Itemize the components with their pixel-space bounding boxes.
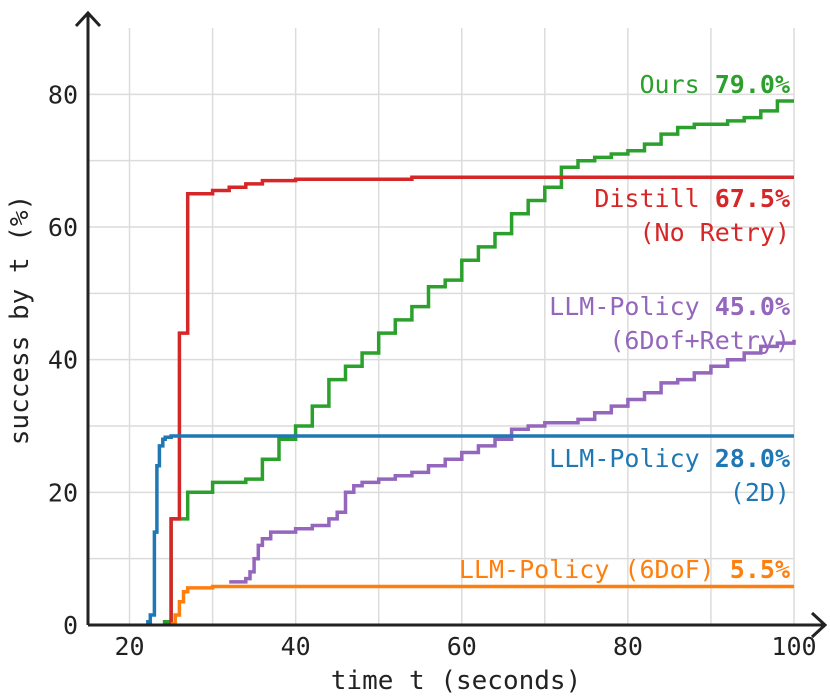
x-tick-label: 60 <box>447 632 477 661</box>
y-tick-label: 40 <box>48 346 78 375</box>
x-axis-label: time t (seconds) <box>331 666 581 696</box>
series-label-value: 5.5% <box>715 555 790 584</box>
series-lines <box>146 99 796 626</box>
x-tick-label: 20 <box>114 632 144 661</box>
series-label-name: (6Dof+Retry) <box>609 326 790 355</box>
series-label-ours: Ours 79.0% <box>639 70 790 99</box>
x-axis-arrow <box>810 611 828 639</box>
y-tick-label: 0 <box>63 611 78 640</box>
x-tick-label: 80 <box>613 632 643 661</box>
y-tick-label: 20 <box>48 478 78 507</box>
series-label-name: LLM-Policy (6DoF) <box>459 555 715 584</box>
series-label-name: LLM-Policy <box>549 292 700 321</box>
series-line-ours <box>162 99 794 624</box>
series-labels: Ours 79.0% Distill 67.5% (No Retry) LLM-Pol… <box>459 70 790 584</box>
series-label-name: (No Retry) <box>639 218 790 247</box>
series-label-llm-6dof: LLM-Policy (6DoF) 5.5% <box>459 555 790 584</box>
y-axis-label: success by t (%) <box>5 195 35 445</box>
series-label-value: 45.0% <box>700 292 790 321</box>
series-label-llm-2d: LLM-Policy 28.0% <box>549 444 790 473</box>
series-label-llm-6dof-retry: (6Dof+Retry) <box>609 326 790 355</box>
series-label-value: 28.0% <box>700 444 790 473</box>
axes <box>74 10 828 639</box>
series-label-name: Distill <box>594 184 699 213</box>
series-label-name: LLM-Policy <box>549 444 700 473</box>
series-label-name: Ours <box>639 70 699 99</box>
x-tick-label: 100 <box>771 632 816 661</box>
series-line-llm-2d <box>146 434 794 624</box>
series-label-llm-2d: (2D) <box>730 478 790 507</box>
series-label-llm-6dof-retry: LLM-Policy 45.0% <box>549 292 790 321</box>
series-line-distill <box>169 175 794 625</box>
series-label-distill: (No Retry) <box>639 218 790 247</box>
y-axis-arrow <box>74 10 102 28</box>
series-line-llm-6dof <box>171 584 794 626</box>
y-tick-label: 80 <box>48 80 78 109</box>
series-line-llm-6dof-retry <box>229 339 796 584</box>
series-label-value: 79.0% <box>700 70 790 99</box>
tick-labels: 20 40 60 80 100 0 20 40 60 80 <box>48 80 817 661</box>
y-tick-label: 60 <box>48 213 78 242</box>
series-label-value: 67.5% <box>700 184 790 213</box>
series-label-name: (2D) <box>730 478 790 507</box>
x-tick-label: 40 <box>281 632 311 661</box>
series-label-distill: Distill 67.5% <box>594 184 790 213</box>
